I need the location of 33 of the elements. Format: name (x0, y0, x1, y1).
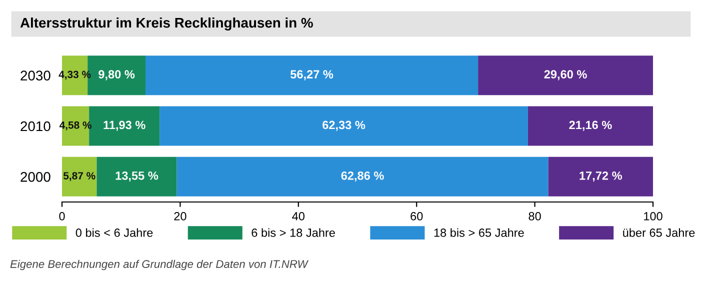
data-label: 62,33 % (322, 120, 366, 131)
legend-label: über 65 Jahre (623, 228, 695, 237)
legend-label: 6 bis > 18 Jahre (252, 228, 335, 237)
bar (528, 106, 653, 146)
bar (62, 156, 97, 196)
data-label: 17,72 % (580, 171, 622, 182)
bar (160, 106, 528, 146)
x-tick-label: 80 (528, 212, 541, 220)
legend-label: 0 bis < 6 Jahre (76, 228, 153, 237)
bar (176, 156, 548, 196)
data-label: 21,16 % (569, 120, 612, 131)
data-label: 13,55 % (116, 171, 158, 182)
y-tick-label: 2030 (20, 70, 50, 81)
bar (146, 56, 478, 96)
data-label: 11,93 % (104, 120, 146, 131)
x-tick-label: 40 (292, 212, 305, 220)
bar (96, 156, 177, 196)
y-tick-label: 2000 (20, 172, 50, 182)
data-label: 56,27 % (290, 70, 334, 80)
x-tick-label: 60 (410, 212, 423, 220)
x-tick-label: 100 (644, 212, 662, 220)
text: Eigene Berechnungen auf Grundlage der Daten von IT.NRW (10, 260, 309, 270)
bar (548, 156, 653, 196)
data-label: 62,86 % (341, 171, 384, 182)
x-tick-label: 20 (174, 212, 186, 220)
bar (478, 56, 653, 96)
legend-label: 18 bis > 65 Jahre (434, 228, 524, 237)
data-label: 9,80 % (98, 70, 135, 80)
y-tick-label: 2010 (20, 121, 50, 132)
data-label: 5,87 % (63, 172, 96, 181)
data-label: 29,60 % (544, 70, 587, 80)
chart-title: Altersstruktur im Kreis Recklinghausen in % (20, 17, 313, 31)
x-tick-label: 0 (59, 212, 65, 220)
